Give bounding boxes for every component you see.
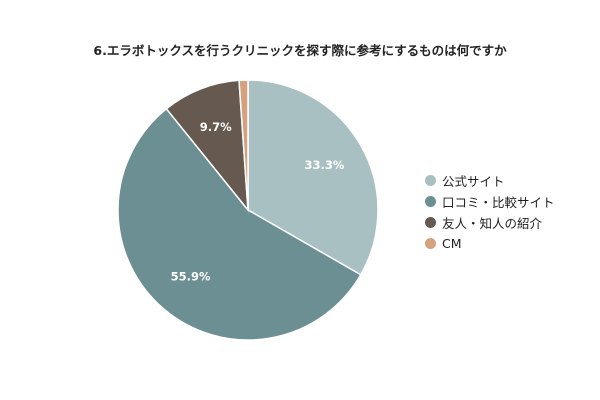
pie-slice-3 bbox=[165, 79, 249, 213]
legend: 公式サイト口コミ・比較サイト 友人・知人の紹介 CM bbox=[425, 170, 555, 254]
legend-label-2: 口コミ・比較サイト bbox=[442, 195, 555, 210]
pie-slice-4 bbox=[238, 79, 249, 211]
legend-swatch-1 bbox=[425, 175, 436, 186]
legend-label-3: 友人・知人の紹介 bbox=[442, 216, 543, 231]
legend-swatch-4 bbox=[425, 238, 436, 249]
legend-label-1: 公式サイト bbox=[442, 174, 505, 189]
slice-label-2: 55.9% bbox=[171, 270, 211, 284]
legend-item-1: 公式サイト bbox=[425, 170, 555, 191]
legend-label-4: CM bbox=[442, 236, 462, 251]
chart-title: 6.エラボトックスを行うクリニックを探す際に参考にするものは何ですか bbox=[93, 43, 507, 58]
legend-item-2: 口コミ・比較サイト bbox=[425, 191, 555, 212]
slice-label-1: 33.3% bbox=[305, 158, 345, 172]
pie-slice-1 bbox=[247, 79, 379, 276]
legend-item-4: CM bbox=[425, 233, 555, 254]
legend-item-3: 友人・知人の紹介 bbox=[425, 212, 555, 233]
legend-swatch-3 bbox=[425, 217, 436, 228]
legend-swatch-2 bbox=[425, 196, 436, 207]
pie-slice-2 bbox=[117, 107, 362, 341]
slice-label-3: 9.7% bbox=[200, 120, 232, 134]
